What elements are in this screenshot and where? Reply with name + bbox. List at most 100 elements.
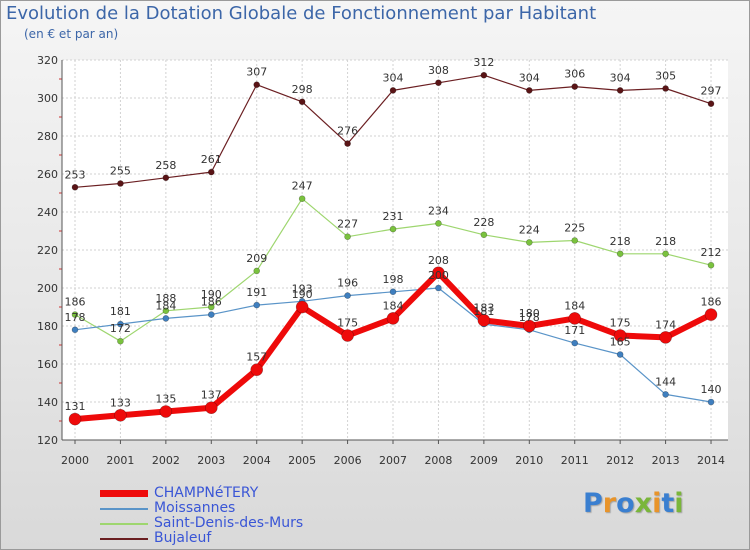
- data-point-bujaleuf: [71, 184, 79, 191]
- y-tick-label: 140: [37, 396, 58, 409]
- logo-letter: r: [602, 488, 617, 519]
- data-label-champn-tery: 135: [155, 393, 176, 406]
- data-point-saint-denis-des-murs: [435, 220, 442, 227]
- data-point-bujaleuf: [117, 180, 124, 187]
- data-label-saint-denis-des-murs: 225: [564, 222, 585, 235]
- data-label-moissannes: 193: [292, 282, 313, 295]
- data-label-champn-tery: 131: [65, 400, 86, 413]
- data-label-moissannes: 178: [65, 311, 86, 324]
- x-tick-label: 2010: [515, 454, 543, 467]
- data-point-bujaleuf: [344, 140, 351, 147]
- data-point-moissannes: [435, 284, 442, 292]
- legend-swatch-champnetery: [100, 490, 148, 497]
- y-tick-label: 160: [37, 358, 58, 371]
- data-label-bujaleuf: 312: [473, 56, 494, 69]
- legend-label-saint-denis: Saint-Denis-des-Murs: [154, 515, 304, 531]
- data-label-moissannes: 200: [428, 269, 449, 282]
- data-label-champn-tery: 175: [610, 317, 631, 330]
- data-point-moissannes: [616, 351, 624, 358]
- data-point-saint-denis-des-murs: [525, 239, 533, 246]
- data-label-champn-tery: 190: [292, 288, 313, 301]
- data-label-saint-denis-des-murs: 227: [337, 218, 358, 231]
- data-label-bujaleuf: 304: [383, 71, 404, 84]
- x-tick-label: 2001: [106, 454, 134, 467]
- data-point-champn-tery: [204, 401, 218, 415]
- data-point-moissannes: [117, 320, 124, 328]
- y-tick-label: 320: [37, 54, 58, 67]
- data-label-champn-tery: 175: [337, 317, 358, 330]
- data-point-champn-tery: [704, 308, 718, 321]
- legend-swatch-saint-denis: [100, 523, 148, 525]
- data-label-bujaleuf: 298: [292, 83, 313, 96]
- data-label-saint-denis-des-murs: 231: [383, 210, 404, 223]
- data-point-saint-denis-des-murs: [117, 337, 124, 345]
- x-tick-label: 2009: [470, 454, 498, 467]
- logo-letter: t: [661, 488, 675, 519]
- data-label-saint-denis-des-murs: 218: [610, 235, 631, 248]
- x-tick-label: 2007: [379, 454, 407, 467]
- data-label-bujaleuf: 305: [655, 70, 676, 83]
- x-tick-label: 2006: [334, 454, 362, 467]
- data-label-champn-tery: 174: [655, 318, 676, 331]
- data-point-saint-denis-des-murs: [616, 250, 624, 258]
- legend-label-moissannes: Moissannes: [154, 500, 236, 516]
- data-label-saint-denis-des-murs: 247: [292, 180, 313, 193]
- data-label-moissannes: 184: [155, 299, 176, 312]
- data-label-champn-tery: 133: [110, 396, 131, 409]
- data-point-champn-tery: [114, 408, 127, 422]
- data-label-bujaleuf: 297: [701, 85, 722, 98]
- data-label-moissannes: 196: [337, 277, 358, 290]
- y-tick-label: 120: [37, 434, 58, 447]
- data-point-moissannes: [662, 391, 669, 398]
- data-point-bujaleuf: [435, 79, 442, 87]
- data-point-champn-tery: [386, 312, 400, 325]
- data-label-champn-tery: 137: [201, 389, 222, 402]
- y-tick-label: 200: [37, 282, 58, 295]
- x-tick-label: 2014: [697, 454, 725, 467]
- data-label-saint-denis-des-murs: 228: [473, 216, 494, 229]
- data-point-saint-denis-des-murs: [207, 303, 215, 311]
- data-point-saint-denis-des-murs: [480, 231, 488, 239]
- data-label-saint-denis-des-murs: 218: [655, 235, 676, 248]
- data-point-bujaleuf: [480, 71, 488, 79]
- data-label-bujaleuf: 306: [564, 68, 585, 81]
- data-label-bujaleuf: 307: [246, 66, 267, 79]
- data-label-champn-tery: 186: [701, 296, 722, 309]
- data-point-champn-tery: [250, 363, 264, 377]
- data-label-champn-tery: 184: [383, 299, 404, 312]
- logo-letter: P: [583, 488, 603, 519]
- y-tick-label: 220: [37, 244, 58, 257]
- data-point-bujaleuf: [707, 100, 715, 107]
- x-tick-label: 2004: [243, 454, 271, 467]
- proxiti-logo: Proxiti: [583, 488, 684, 519]
- data-label-moissannes: 171: [564, 324, 585, 337]
- data-point-moissannes: [707, 398, 715, 406]
- data-label-champn-tery: 157: [246, 351, 267, 364]
- data-label-saint-denis-des-murs: 224: [519, 223, 540, 236]
- data-label-moissannes: 140: [701, 383, 722, 396]
- data-point-bujaleuf: [525, 87, 533, 94]
- data-point-champn-tery: [341, 329, 354, 342]
- data-point-moissannes: [253, 301, 261, 309]
- x-tick-label: 2013: [652, 454, 680, 467]
- y-tick-label: 280: [37, 130, 58, 143]
- data-point-saint-denis-des-murs: [344, 233, 351, 240]
- data-point-moissannes: [344, 292, 351, 299]
- data-label-champn-tery: 184: [564, 299, 585, 312]
- x-tick-label: 2012: [606, 454, 634, 467]
- data-label-saint-denis-des-murs: 212: [701, 246, 722, 259]
- x-tick-label: 2003: [197, 454, 225, 467]
- y-tick-label: 240: [37, 206, 58, 219]
- data-label-moissannes: 191: [246, 286, 267, 299]
- legend-label-champnetery: CHAMPNéTERY: [154, 485, 259, 501]
- y-tick-label: 260: [37, 168, 58, 181]
- legend-label-bujaleuf: Bujaleuf: [154, 530, 212, 546]
- data-point-champn-tery: [522, 319, 536, 333]
- data-point-saint-denis-des-murs: [71, 311, 79, 318]
- data-label-saint-denis-des-murs: 188: [155, 292, 176, 305]
- data-point-champn-tery: [295, 300, 309, 314]
- data-point-champn-tery: [659, 331, 672, 344]
- data-label-champn-tery: 208: [428, 254, 449, 267]
- data-point-saint-denis-des-murs: [662, 250, 669, 258]
- data-label-moissannes: 165: [610, 336, 631, 349]
